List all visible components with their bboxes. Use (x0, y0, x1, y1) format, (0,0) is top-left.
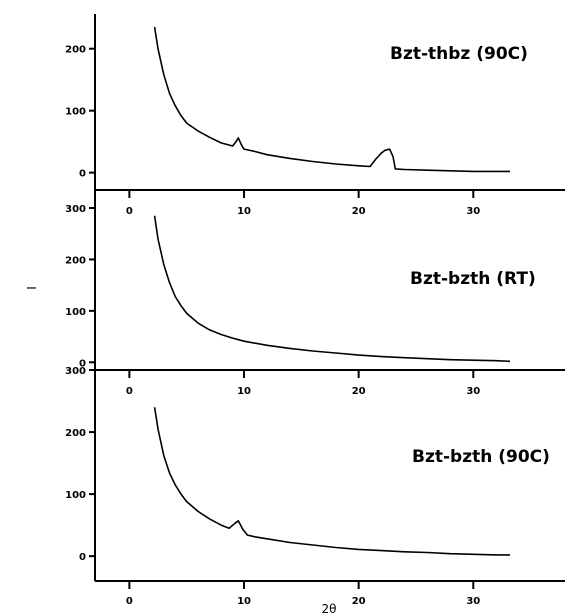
y-tick-label: 0 (79, 552, 86, 563)
x-tick-label: 20 (352, 206, 366, 217)
y-tick-label: 200 (65, 428, 86, 439)
y-tick-label: 0 (79, 169, 86, 180)
x-axis-title: 2θ (322, 602, 337, 616)
x-tick-label: 20 (352, 386, 366, 397)
x-tick-label: 30 (466, 206, 480, 217)
y-tick-label: 0 (79, 358, 86, 369)
y-tick-label: 100 (65, 107, 86, 118)
x-tick-label: 0 (126, 206, 133, 217)
series-trace-2 (153, 215, 511, 363)
y-tick-label: 100 (65, 490, 86, 501)
panel-label-1: Bzt-thbz (90C) (390, 44, 528, 64)
y-tick-label: 300 (65, 366, 86, 377)
y-tick-label: 100 (65, 307, 86, 318)
x-tick-label: 30 (466, 596, 480, 607)
x-tick-label: 30 (466, 386, 480, 397)
x-tick-label: 10 (237, 206, 251, 217)
panel-label-3: Bzt-bzth (90C) (412, 447, 550, 467)
y-tick-label: 300 (65, 204, 86, 215)
y-axis-title: I (25, 286, 39, 290)
x-tick-label: 0 (126, 386, 133, 397)
y-tick-label: 200 (65, 255, 86, 266)
series-trace-3 (153, 407, 510, 556)
panel-1: 0 100 200 0 10 20 30 Bzt-thbz (90C) (65, 14, 565, 217)
x-tick-label: 0 (126, 596, 133, 607)
panel-label-2: Bzt-bzth (RT) (410, 269, 536, 289)
x-tick-label: 20 (352, 596, 366, 607)
series-trace-1 (153, 26, 510, 173)
x-tick-label: 10 (237, 596, 251, 607)
x-tick-label: 10 (237, 386, 251, 397)
y-tick-label: 200 (65, 45, 86, 56)
